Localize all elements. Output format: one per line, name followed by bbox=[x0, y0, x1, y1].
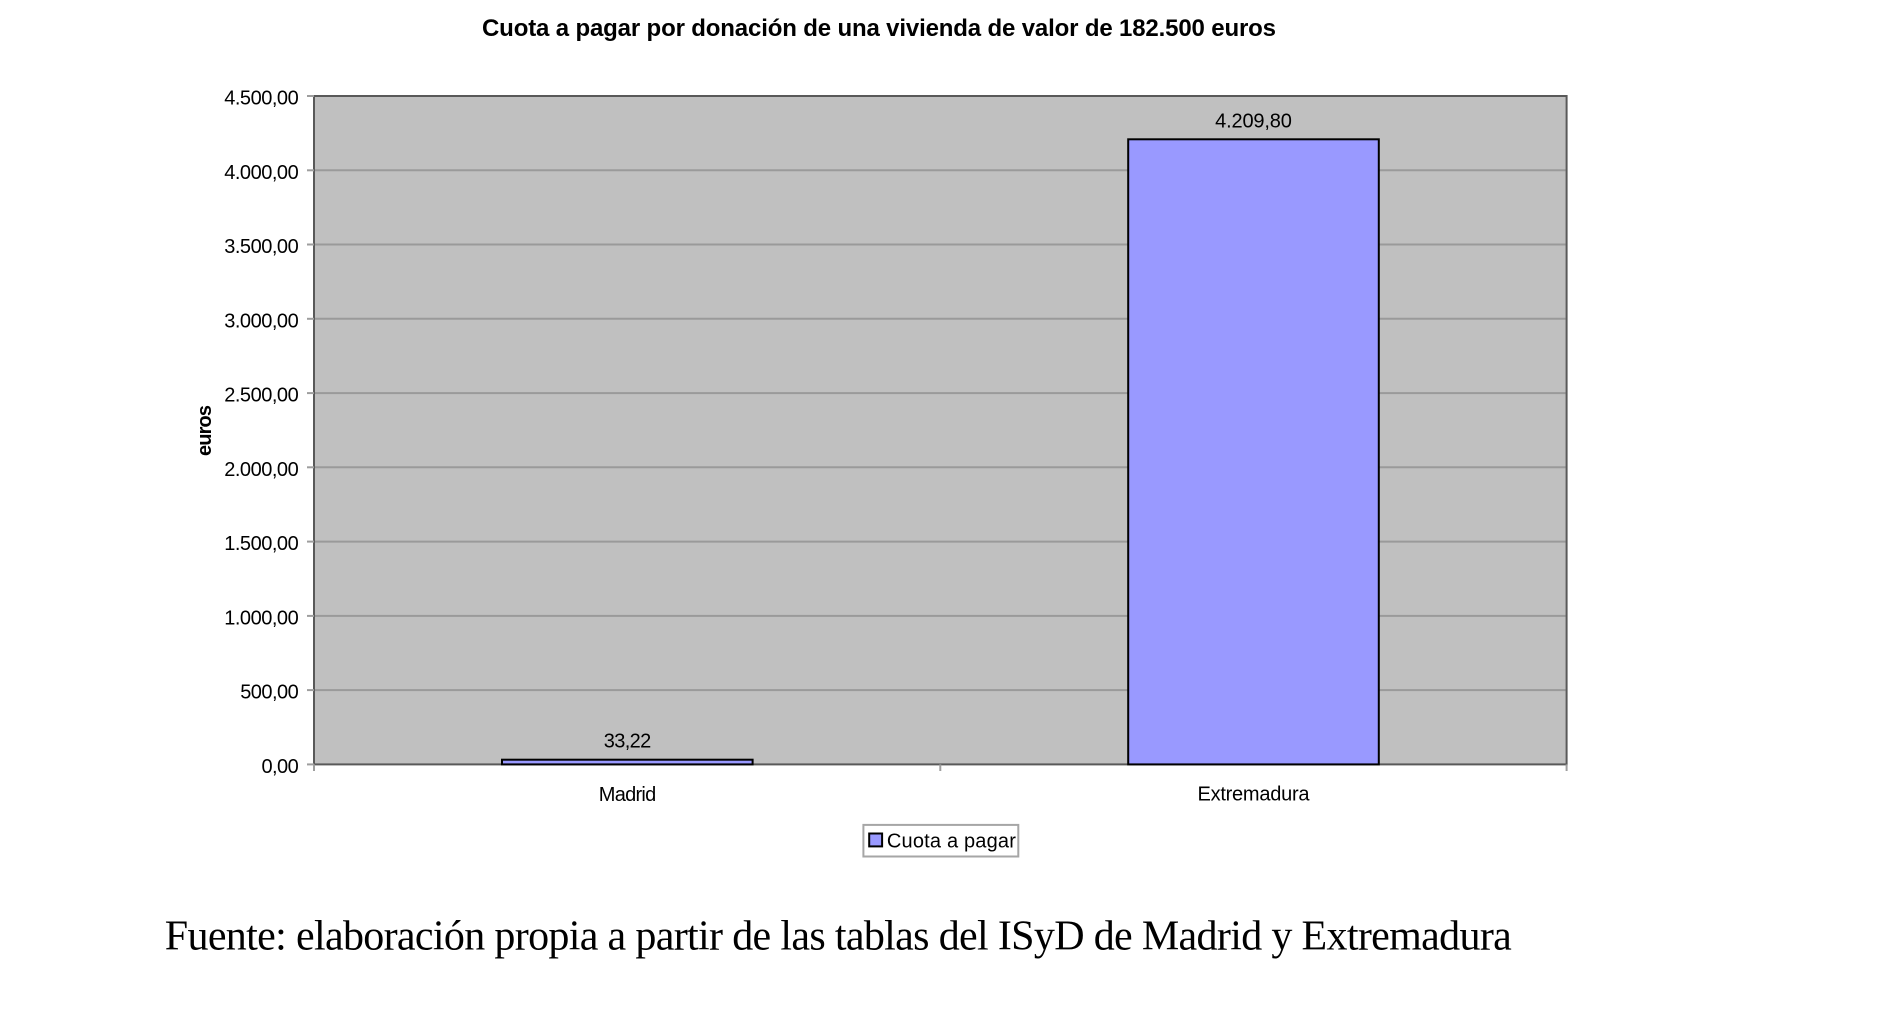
svg-text:4.500,00: 4.500,00 bbox=[224, 88, 299, 110]
svg-text:0,00: 0,00 bbox=[262, 756, 299, 778]
svg-text:4.209,80: 4.209,80 bbox=[1215, 110, 1292, 132]
svg-text:4.000,00: 4.000,00 bbox=[224, 162, 299, 184]
svg-text:Fuente: elaboración propia a p: Fuente: elaboración propia a partir de l… bbox=[165, 913, 1512, 959]
svg-text:Extremadura: Extremadura bbox=[1198, 784, 1311, 806]
svg-text:3.000,00: 3.000,00 bbox=[224, 310, 299, 332]
svg-text:2.000,00: 2.000,00 bbox=[224, 459, 299, 481]
svg-text:1.500,00: 1.500,00 bbox=[224, 533, 299, 555]
svg-text:1.000,00: 1.000,00 bbox=[224, 608, 299, 630]
svg-text:euros: euros bbox=[194, 405, 216, 456]
svg-text:3.500,00: 3.500,00 bbox=[224, 236, 299, 258]
svg-text:Madrid: Madrid bbox=[599, 784, 657, 806]
svg-text:Cuota a pagar por donación de: Cuota a pagar por donación de una vivien… bbox=[482, 15, 1276, 42]
svg-text:33,22: 33,22 bbox=[604, 731, 651, 753]
svg-text:Cuota a pagar: Cuota a pagar bbox=[887, 830, 1016, 852]
svg-text:2.500,00: 2.500,00 bbox=[224, 385, 299, 407]
svg-text:500,00: 500,00 bbox=[240, 682, 299, 704]
